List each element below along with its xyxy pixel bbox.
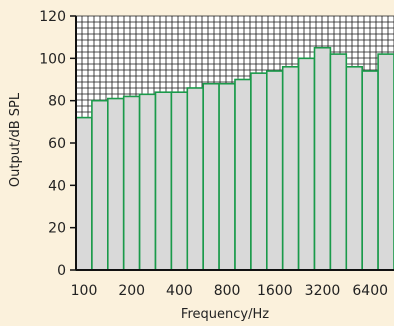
y-tick-label: 20 — [48, 221, 66, 237]
bar-16 — [313, 46, 332, 271]
y-tick-label: 100 — [39, 51, 66, 67]
bar-1 — [75, 116, 93, 271]
bar-6 — [154, 91, 173, 271]
x-tick-label: 400 — [166, 283, 193, 299]
x-tick-label: 6400 — [352, 283, 388, 299]
bar-10 — [218, 82, 236, 271]
x-tick-label: 3200 — [305, 283, 341, 299]
y-tick-label: 0 — [57, 263, 66, 279]
bar-12 — [250, 72, 268, 271]
bar-11 — [234, 78, 252, 271]
bar-19 — [361, 70, 379, 271]
y-tick-label: 120 — [39, 9, 66, 25]
bar-13 — [265, 70, 284, 271]
bar-series — [75, 46, 394, 271]
y-tick-labels: 0 20 40 60 80 100 120 — [39, 9, 66, 279]
bar-4 — [122, 95, 141, 271]
bar-2 — [91, 99, 109, 271]
bar-14 — [281, 66, 300, 271]
bar-15 — [297, 57, 316, 271]
bar-17 — [329, 53, 348, 271]
x-tick-label: 200 — [118, 283, 145, 299]
bar-18 — [345, 66, 363, 271]
x-tick-label: 800 — [214, 283, 241, 299]
bar-7 — [170, 91, 189, 271]
bar-9 — [202, 82, 220, 271]
bar-3 — [107, 97, 125, 271]
x-tick-label: 1600 — [257, 283, 293, 299]
y-tick-label: 60 — [48, 136, 66, 152]
bar-5 — [138, 93, 157, 271]
chart-axes — [70, 15, 394, 271]
y-axis-title: Output/dB SPL — [8, 92, 23, 187]
x-axis-title: Frequency/Hz — [181, 307, 269, 322]
bar-8 — [186, 87, 205, 271]
y-tick-label: 40 — [48, 178, 66, 194]
x-tick-label: 100 — [71, 283, 98, 299]
x-tick-labels: 100 200 400 800 1600 3200 6400 — [71, 283, 388, 299]
y-tick-label: 80 — [48, 94, 66, 110]
bar-20 — [377, 53, 394, 271]
